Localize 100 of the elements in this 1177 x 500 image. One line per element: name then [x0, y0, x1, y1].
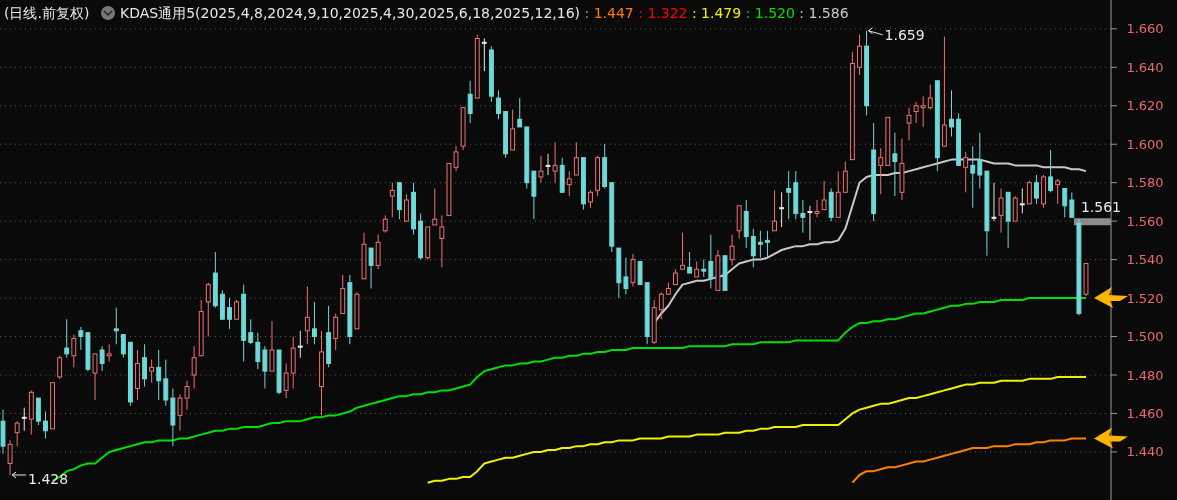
candlestick — [92, 353, 98, 401]
candlestick — [1062, 187, 1068, 218]
legend-label: : 1.322 — [633, 5, 688, 21]
candlestick — [312, 301, 317, 345]
candlestick — [255, 332, 261, 370]
candlestick — [333, 312, 339, 351]
candlestick — [913, 101, 919, 124]
candlestick — [623, 257, 629, 295]
candlestick — [637, 261, 643, 286]
candlestick — [772, 189, 777, 232]
candlestick — [757, 230, 763, 259]
candlestick — [432, 187, 438, 226]
candlestick — [658, 291, 664, 320]
candlestick — [283, 362, 289, 399]
candlestick — [680, 232, 685, 270]
y-tick-label: 1.500 — [1126, 329, 1164, 345]
annotation: 1.561 — [1080, 199, 1122, 216]
y-tick-label: 1.620 — [1126, 98, 1164, 114]
candlestick — [573, 141, 579, 176]
y-tick-label: 1.460 — [1126, 406, 1164, 422]
candlestick — [156, 349, 162, 401]
candlestick — [404, 193, 409, 222]
candlestick — [779, 191, 785, 228]
candlestick — [998, 187, 1004, 234]
candlestick — [113, 307, 119, 345]
annotation: 1.428 — [28, 470, 69, 487]
candlestick — [510, 109, 516, 151]
candlestick — [630, 253, 636, 288]
candlestick — [368, 247, 374, 289]
candlestick — [977, 132, 983, 189]
y-tick-label: 1.580 — [1126, 175, 1164, 191]
candlestick — [57, 355, 63, 380]
candlestick — [552, 141, 558, 184]
candlestick — [1026, 180, 1032, 205]
candlestick — [892, 132, 898, 197]
candlestick — [857, 34, 862, 76]
candlestick — [750, 228, 756, 268]
candlestick — [906, 107, 912, 141]
line-series — [851, 437, 1087, 484]
candlestick — [481, 37, 487, 72]
candlestick — [1055, 178, 1061, 205]
candlestick — [517, 97, 523, 128]
candlestick — [878, 147, 884, 195]
y-tick-label: 1.600 — [1126, 136, 1164, 152]
candlestick — [941, 36, 947, 147]
candlestick — [786, 170, 792, 220]
annotation: 1.659 — [884, 26, 925, 43]
candlestick — [1048, 149, 1054, 193]
chart-title: (日线.前复权) — [4, 5, 90, 21]
candlestick — [538, 155, 544, 184]
y-tick-label: 1.480 — [1126, 367, 1164, 383]
candlestick — [1019, 187, 1025, 214]
candlestick — [375, 234, 381, 270]
text: : 1.520 — [741, 5, 795, 21]
candlestick — [545, 153, 551, 176]
candlestick — [708, 234, 714, 289]
candlestick — [814, 199, 820, 218]
candlestick — [765, 230, 770, 259]
candlestick — [467, 80, 473, 124]
y-tick-label: 1.540 — [1126, 252, 1164, 268]
candlestick — [191, 345, 197, 389]
candlestick — [963, 151, 969, 193]
candlestick — [842, 161, 848, 193]
candlestick — [687, 251, 693, 274]
text: : 1.447 — [580, 5, 634, 21]
candlestick — [21, 407, 27, 432]
y-tick-label: 1.640 — [1126, 59, 1164, 75]
candlestick — [807, 205, 813, 241]
candlestick — [1034, 174, 1039, 205]
candlestick — [142, 343, 148, 388]
candlestick — [920, 95, 926, 128]
candlestick — [927, 84, 933, 111]
candlestick — [78, 326, 84, 351]
candlestick — [14, 420, 20, 447]
text: : 1.586 — [794, 5, 849, 21]
candlestick — [1012, 195, 1018, 222]
candlestick — [43, 411, 48, 439]
candlestick — [64, 318, 70, 359]
candlestick — [729, 234, 735, 266]
candlestick — [304, 286, 310, 345]
chart-subtitle: KDAS通用5(2025,4,8,2024,9,10,2025,4,30,2025,6,18,2025,12,16) — [120, 5, 581, 21]
candlestick — [7, 439, 13, 476]
candlestick — [949, 89, 954, 138]
candlestick — [120, 334, 126, 359]
candlestick — [970, 145, 976, 209]
candlestick — [269, 320, 275, 372]
candlestick — [439, 214, 445, 268]
y-tick-label: 1.560 — [1126, 213, 1164, 229]
candlestick — [234, 299, 240, 320]
candlestick — [248, 318, 254, 345]
y-tick-label: 1.520 — [1126, 290, 1164, 306]
candlestick — [35, 397, 41, 426]
candlestick — [496, 89, 501, 120]
line-series — [426, 375, 1087, 484]
candlestick — [149, 359, 155, 384]
candlestick — [389, 182, 395, 218]
candlestick — [71, 334, 77, 368]
candlestick — [227, 297, 232, 330]
candlestick — [821, 180, 827, 211]
y-tick-label: 1.440 — [1126, 444, 1164, 460]
